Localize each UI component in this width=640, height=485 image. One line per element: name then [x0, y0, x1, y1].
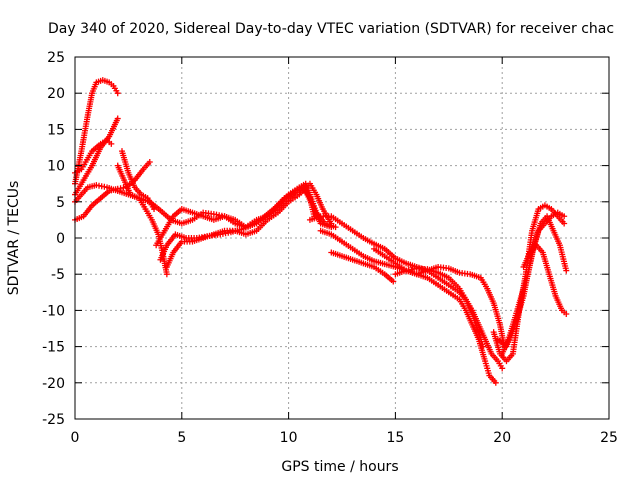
x-tick-label: 10 [280, 430, 298, 446]
y-tick-label: 0 [56, 231, 65, 247]
y-axis-label: SDTVAR / TECUs [6, 181, 22, 296]
x-tick-label: 25 [600, 430, 618, 446]
chart-title: Day 340 of 2020, Sidereal Day-to-day VTE… [48, 21, 614, 37]
ticks-layer: 0 5 10 15 20 25 -25 -20 -15 -10 -5 0 5 10 15 20 25 [42, 50, 618, 446]
x-axis-label: GPS time / hours [281, 459, 398, 475]
data-point [146, 158, 153, 165]
y-tick-label: -20 [42, 376, 65, 392]
x-tick-label: 15 [386, 430, 404, 446]
data-point [561, 213, 568, 220]
y-tick-label: -10 [42, 303, 65, 319]
data-point [163, 271, 170, 278]
points-layer [72, 77, 570, 386]
y-tick-label: -25 [42, 412, 65, 428]
grid-layer [75, 57, 609, 419]
data-point [561, 220, 568, 227]
y-tick-label: 5 [56, 195, 65, 211]
y-tick-label: -5 [51, 267, 65, 283]
data-point [390, 278, 397, 285]
x-tick-label: 5 [177, 430, 186, 446]
data-point [114, 115, 121, 122]
x-tick-label: 0 [71, 430, 80, 446]
data-point [114, 90, 121, 97]
data-point [328, 220, 335, 227]
y-tick-label: -15 [42, 340, 65, 356]
x-tick-label: 20 [493, 430, 511, 446]
data-point [108, 140, 115, 147]
y-tick-label: 15 [47, 122, 65, 138]
data-point [492, 379, 499, 386]
y-tick-label: 25 [47, 50, 65, 66]
data-point [499, 365, 506, 372]
y-tick-label: 10 [47, 159, 65, 175]
data-point [563, 267, 570, 274]
data-point [151, 206, 158, 213]
data-point [479, 343, 486, 350]
data-point [332, 224, 339, 231]
y-tick-label: 20 [47, 86, 65, 102]
data-point [563, 311, 570, 318]
